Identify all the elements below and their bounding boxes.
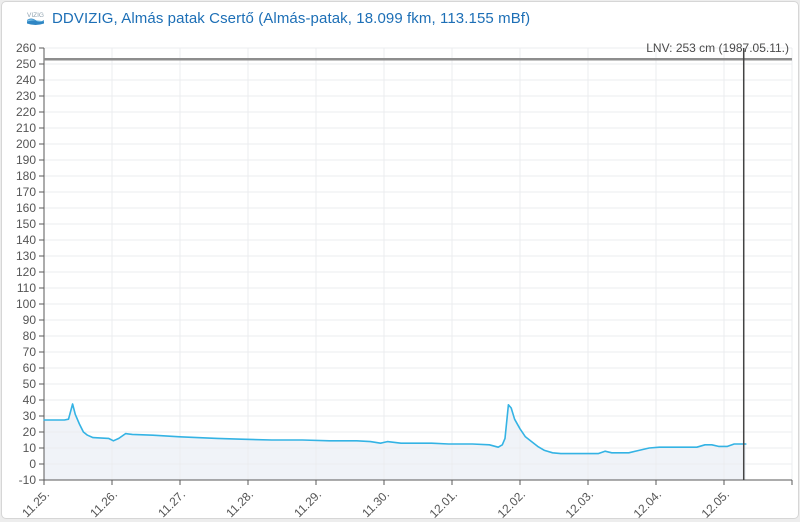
x-tick-label: 11.25. [19,487,52,520]
y-tick-label: 70 [23,345,37,359]
gridlines [44,47,793,480]
y-tick-label: 160 [16,201,36,215]
svg-text:VIZIG: VIZIG [27,12,44,19]
x-tick-label: 11.28. [223,487,256,520]
water-level-area [44,404,746,480]
x-tick-label: 12.04. [631,487,664,520]
y-tick-label: 200 [16,137,36,151]
chart-title: DDVIZIG, Almás patak Csertő (Almás-patak… [52,10,531,27]
y-tick-label: 140 [16,233,36,247]
vizig-logo-icon: VIZIG [26,10,45,27]
y-tick-label: 150 [16,217,36,231]
y-tick-label: 210 [16,121,36,135]
y-tick-label: 250 [16,57,36,71]
y-tick-label: 130 [16,249,36,263]
x-tick-label: 12.03. [563,487,596,520]
y-tick-label: 100 [16,297,36,311]
axes [39,47,793,485]
x-tick-label: 11.26. [87,487,120,520]
y-tick-label: 220 [16,105,36,119]
lnv-reference: LNV: 253 cm (1987.05.11.) [44,41,792,61]
y-tick-label: 0 [29,457,36,471]
y-tick-label: 180 [16,169,36,183]
y-tick-labels: 2602502402302202102001901801701601501401… [16,41,36,487]
y-tick-label: 10 [23,441,37,455]
y-tick-label: 170 [16,185,36,199]
x-tick-label: 11.27. [155,487,188,520]
y-tick-label: 60 [23,361,37,375]
y-tick-label: 190 [16,153,36,167]
x-tick-label: 12.05. [699,487,732,520]
y-tick-label: -10 [19,473,37,487]
x-tick-label: 11.29. [291,487,324,520]
y-tick-label: 260 [16,41,36,55]
y-tick-label: 50 [23,377,37,391]
y-tick-label: 240 [16,73,36,87]
y-tick-label: 30 [23,409,37,423]
x-tick-labels: 11.25. 11.26. 11.27. 11.28. 11.29. 11.30. 12.0… [19,487,732,520]
chart-header: VIZIG DDVIZIG, Almás patak Csertő (Almás… [26,10,530,27]
y-tick-label: 80 [23,329,37,343]
x-tick-label: 12.01. [427,487,460,520]
y-tick-label: 110 [17,281,36,295]
y-tick-label: 230 [16,89,36,103]
lnv-label: LNV: 253 cm (1987.05.11.) [646,41,789,55]
x-tick-label: 12.02. [495,487,528,520]
y-tick-label: 40 [23,393,37,407]
water-level-line [43,403,747,455]
y-tick-label: 120 [16,265,36,279]
y-tick-label: 20 [23,425,37,439]
y-tick-label: 90 [23,313,37,327]
x-tick-label: 11.30. [359,487,392,520]
